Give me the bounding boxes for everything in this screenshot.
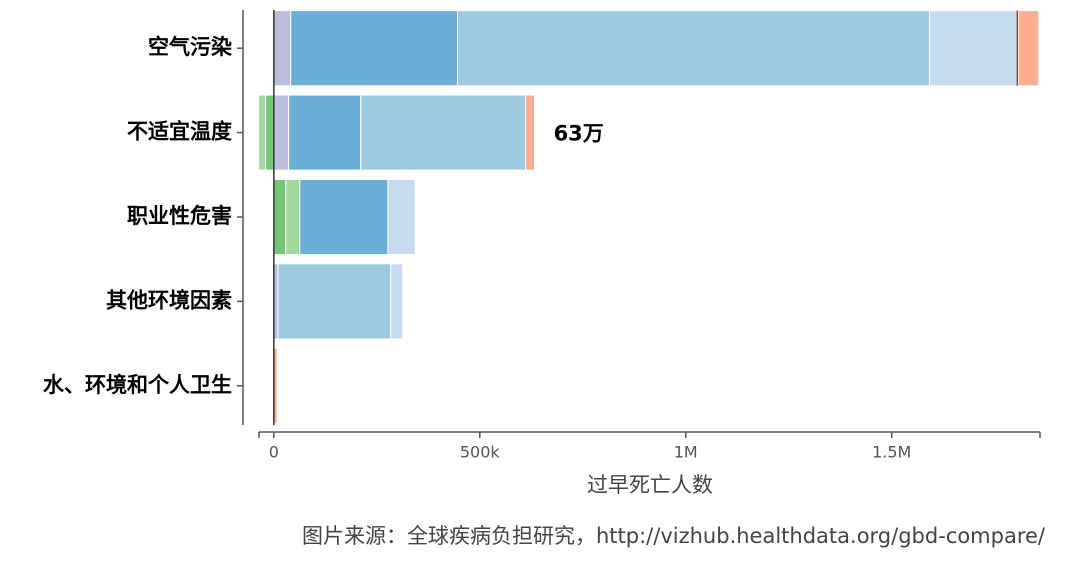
bar-segment [277,263,392,340]
bar-segment [273,10,292,87]
category-label: 其他环境因素 [106,288,232,312]
source: 图片来源：全球疾病负担研究，http://vizhub.healthdata.o… [302,524,1046,548]
annotation: 63万 [554,122,604,146]
bar-segment [288,94,362,171]
bar-segment [929,10,1018,87]
bar-segment [1018,10,1040,87]
x-axis-label: 过早死亡人数 [587,473,713,497]
bar-segment [387,178,416,256]
x-tick-label: 1M [674,443,698,462]
bar-segment [390,263,404,340]
bar-segment [258,94,267,171]
bar-segment [265,94,275,171]
bar-segment [360,94,527,171]
bar-segment [273,94,290,171]
category-label: 不适宜温度 [127,120,232,144]
x-tick-label: 500k [460,443,501,462]
category-label: 水、环境和个人卫生 [43,373,232,397]
x-tick-label: 1.5M [872,443,911,462]
category-label: 空气污染 [148,35,232,59]
bar-segment [273,178,287,256]
x-tick-label: 0 [269,443,279,462]
bar-segment [1016,10,1019,86]
bar-segment [290,10,459,87]
bar-segment [285,178,301,256]
bar-segment [299,178,389,256]
category-label: 职业性危害 [127,204,232,228]
bar-segment [525,94,536,171]
bar-segment [457,10,931,87]
